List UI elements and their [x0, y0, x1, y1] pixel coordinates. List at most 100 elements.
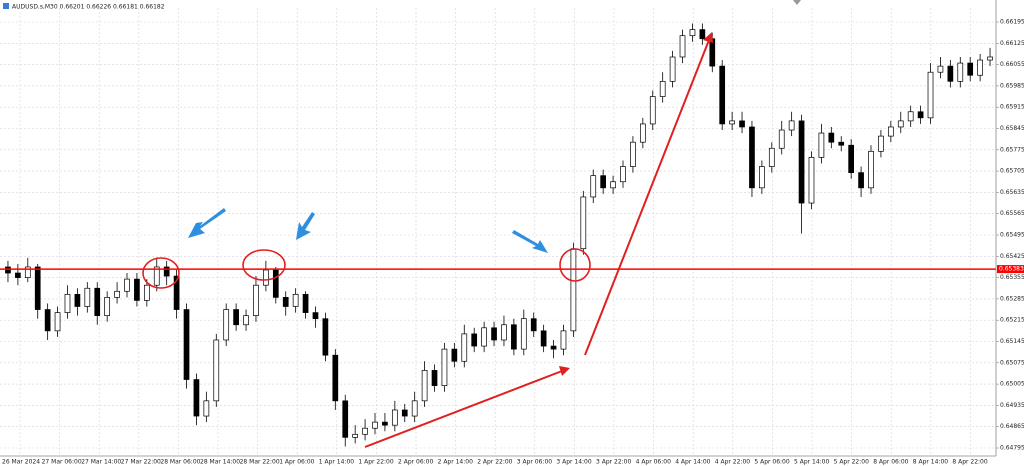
x-tick-label: 3 Apr 14:00: [556, 459, 591, 466]
candle-body: [818, 132, 825, 158]
candle-body: [590, 175, 597, 198]
candle-body: [530, 318, 537, 332]
candle-body: [838, 141, 845, 146]
candle-body: [630, 141, 636, 167]
candle-body: [481, 327, 487, 347]
candle-body: [5, 266, 11, 274]
y-tick-label: 0.64935: [1000, 402, 1024, 409]
candle-body: [84, 287, 91, 307]
candle-body: [719, 65, 726, 125]
dropdown-marker: [793, 0, 801, 5]
candle-body: [362, 427, 368, 435]
candle-body: [689, 29, 696, 37]
candle-body: [858, 172, 864, 189]
candle-body: [34, 266, 41, 310]
candle-body: [501, 324, 507, 341]
x-tick-label: 28 Mar 22:00: [240, 459, 280, 466]
arrowhead: [559, 366, 570, 376]
candle-body: [987, 56, 993, 61]
arrow: [296, 212, 315, 240]
y-tick-label: 0.65005: [1000, 381, 1024, 388]
candle-body: [282, 297, 289, 307]
candle-body: [620, 166, 626, 183]
candle-body: [233, 309, 239, 326]
candle-body: [868, 150, 874, 189]
y-tick-label: 0.65215: [1000, 317, 1024, 324]
chart-title: AUDUSD.s,M30 0.66201 0.66226 0.66181 0.6…: [12, 4, 165, 11]
candle-body: [332, 354, 339, 402]
price-level-label: 0.65383: [999, 266, 1024, 273]
candle-body: [223, 309, 230, 341]
circle: [559, 248, 591, 282]
x-tick-label: 1 Apr 06:00: [279, 459, 314, 466]
x-tick-label: 26 Mar 2024: [2, 459, 40, 466]
trend-arrow: [584, 39, 710, 356]
candle-body: [64, 293, 71, 313]
x-tick-label: 28 Mar 06:00: [160, 459, 200, 466]
candle-body: [322, 318, 329, 356]
candle-body: [887, 126, 894, 137]
y-tick-label: 0.66125: [1000, 40, 1024, 47]
price-level-tag: [997, 265, 1024, 274]
x-tick-label: 4 Apr 14:00: [675, 459, 710, 466]
candle-body: [114, 290, 120, 298]
annotations: [142, 39, 710, 448]
y-tick-label: 0.65845: [1000, 125, 1024, 132]
x-tick-label: 27 Mar 06:00: [42, 459, 82, 466]
candle-body: [24, 266, 31, 278]
x-tick-label: 5 Apr 14:00: [794, 459, 829, 466]
x-tick-label: 4 Apr 06:00: [636, 459, 671, 466]
candle-body: [649, 96, 656, 125]
x-tick-label: 2 Apr 14:00: [438, 459, 473, 466]
candle-body: [709, 38, 716, 67]
candle-body: [302, 293, 309, 313]
candle-body: [977, 59, 983, 76]
candle-body: [411, 400, 418, 417]
y-tick-label: 0.65985: [1000, 82, 1024, 89]
candle-body: [768, 147, 775, 167]
candle-body: [292, 293, 299, 307]
candle-body: [937, 65, 944, 73]
candle-body: [947, 65, 954, 82]
candle-body: [471, 333, 478, 347]
candle-body: [669, 56, 676, 82]
candle-body: [788, 120, 795, 131]
blue-arrows: [188, 208, 548, 253]
candle-body: [659, 80, 666, 97]
candle-body: [104, 297, 111, 316]
candle-body: [759, 166, 765, 189]
candle-body: [213, 339, 220, 402]
candle-body: [143, 284, 150, 301]
candle-body: [778, 129, 785, 149]
x-tick-label: 5 Apr 06:00: [754, 459, 789, 466]
y-tick-label: 0.65495: [1000, 231, 1024, 238]
candle-body: [421, 370, 428, 402]
candle-body: [193, 379, 200, 417]
candle-body: [94, 287, 101, 316]
candle-body: [957, 62, 964, 82]
candle-body: [352, 433, 359, 438]
candle-body: [253, 284, 259, 316]
candle-body: [739, 120, 745, 128]
candle-body: [639, 123, 646, 143]
arrowhead: [703, 32, 713, 43]
x-tick-label: 8 Apr 22:00: [952, 459, 987, 466]
arrow: [188, 208, 226, 238]
grid: [0, 8, 996, 455]
candle-body: [15, 272, 21, 278]
candle-body: [451, 348, 458, 362]
x-tick-label: 5 Apr 22:00: [834, 459, 869, 466]
candle-body: [798, 120, 805, 204]
candle-body: [580, 196, 587, 250]
trend-arrow: [364, 370, 563, 448]
candle-body: [679, 35, 686, 58]
candle-body: [391, 409, 398, 426]
candle-body: [163, 266, 170, 277]
candle-body: [312, 312, 319, 320]
candles: [5, 23, 993, 447]
x-tick-label: 1 Apr 22:00: [358, 459, 393, 466]
y-tick-label: 0.65075: [1000, 359, 1024, 366]
candle-body: [54, 312, 61, 332]
candle-body: [74, 293, 81, 307]
candle-body: [749, 126, 755, 189]
